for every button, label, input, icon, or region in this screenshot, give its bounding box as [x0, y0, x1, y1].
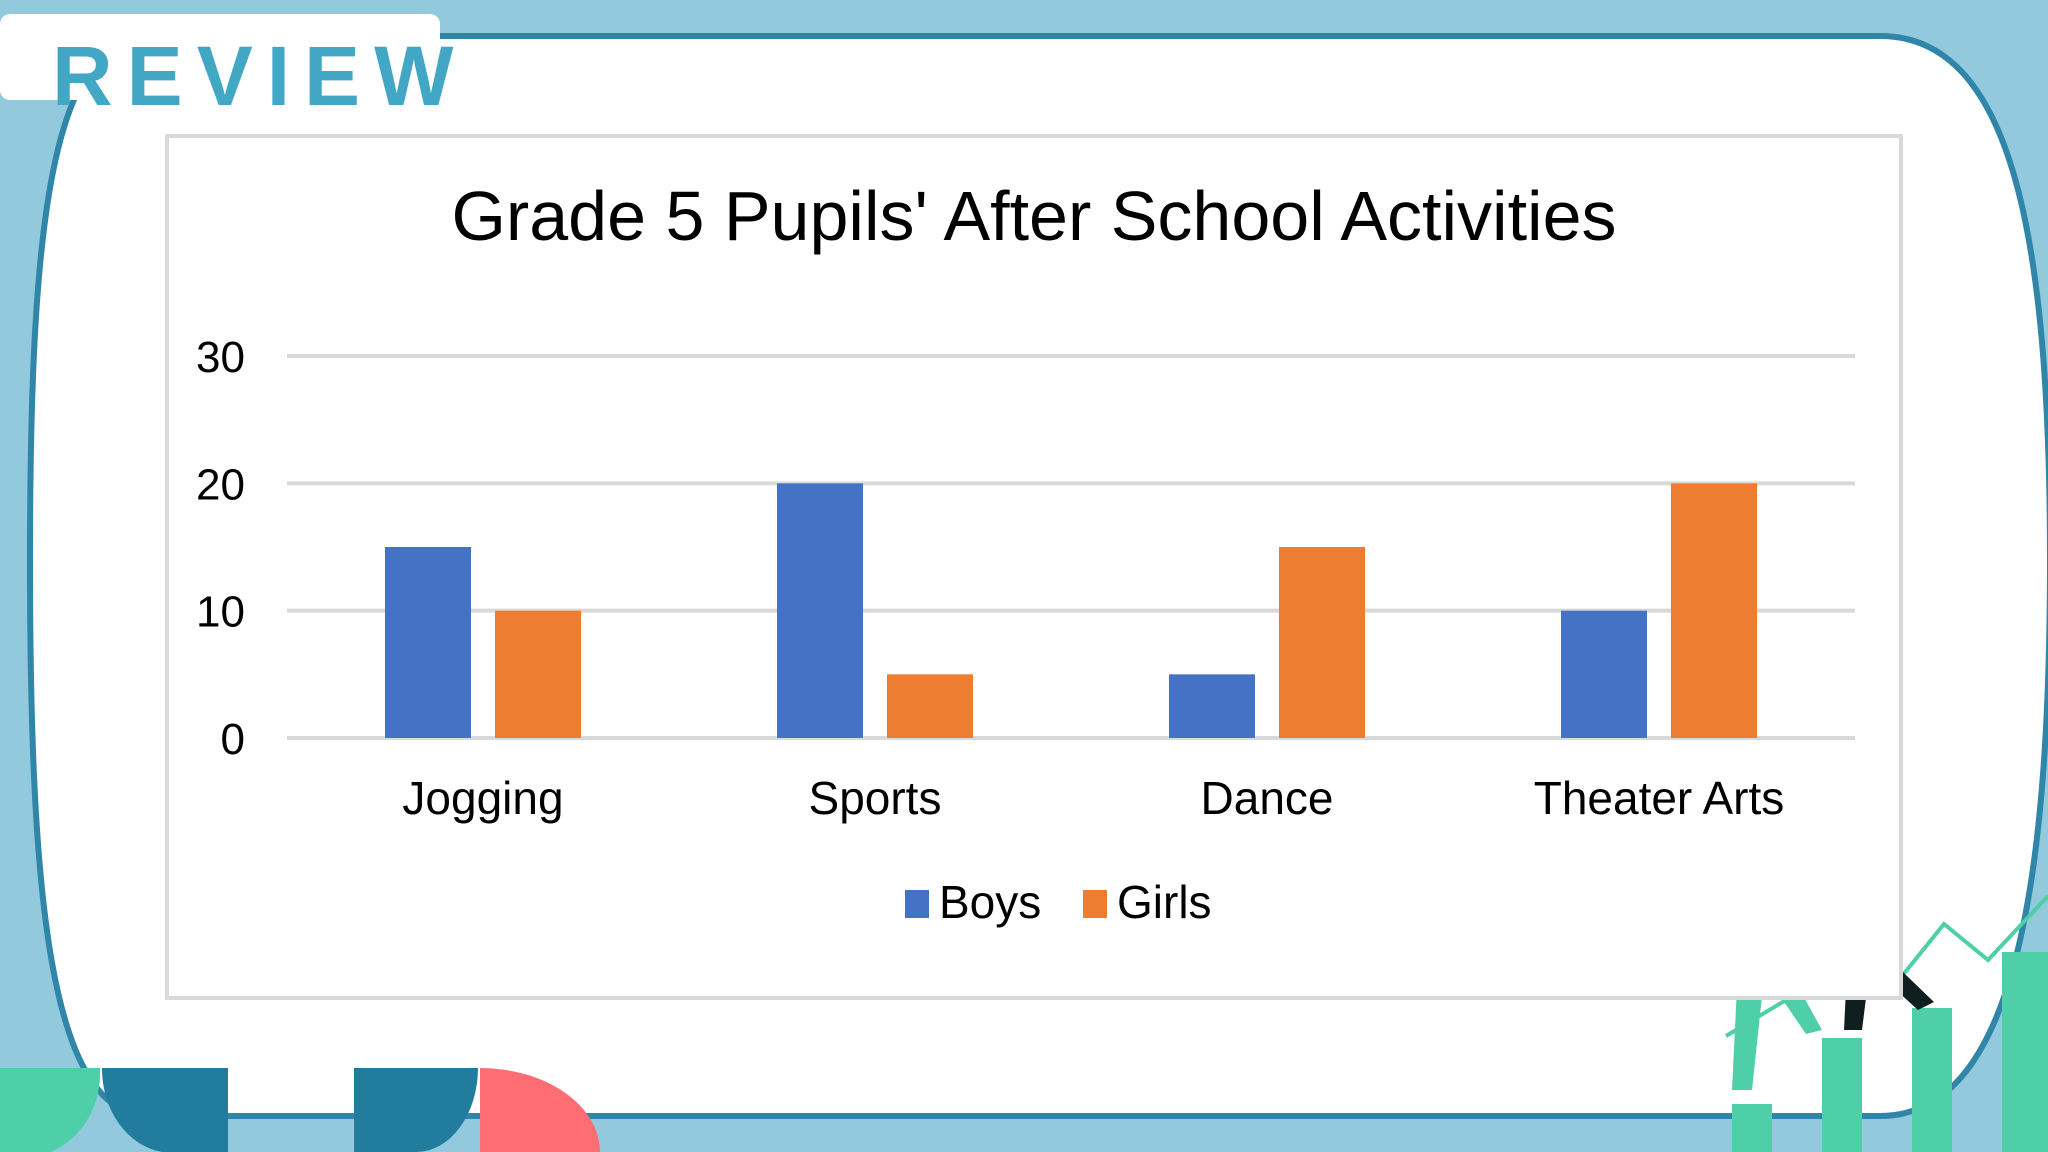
- step-bar-3: [1912, 1008, 1952, 1152]
- review-heading: REVIEW: [52, 29, 468, 123]
- bar-girls-jogging: [495, 610, 581, 738]
- x-category-label: Dance: [1201, 772, 1334, 824]
- chart-panel: Grade 5 Pupils' After School Activities …: [165, 134, 1903, 1000]
- y-tick-label: 30: [196, 333, 245, 382]
- y-axis-ticks: 0 10 20 30: [196, 333, 245, 764]
- legend-swatch-boys: [905, 890, 929, 918]
- blue-half-circle-right: [354, 1068, 478, 1152]
- legend-label-girls: Girls: [1117, 876, 1212, 928]
- legend: Boys Girls: [905, 876, 1212, 928]
- bar-boys-jogging: [385, 547, 471, 738]
- decorative-shapes: [0, 1068, 600, 1152]
- legend-label-boys: Boys: [939, 876, 1041, 928]
- x-category-label: Sports: [809, 772, 942, 824]
- y-tick-label: 20: [196, 460, 245, 509]
- y-tick-label: 10: [196, 588, 245, 637]
- bar-chart: Grade 5 Pupils' After School Activities …: [196, 177, 1855, 928]
- step-bar-2: [1822, 1038, 1862, 1152]
- bar-girls-sports: [887, 674, 973, 738]
- bar-boys-dance: [1169, 674, 1255, 738]
- blue-half-circle-left: [101, 1068, 228, 1152]
- chart-title: Grade 5 Pupils' After School Activities: [451, 177, 1616, 255]
- bar-girls-dance: [1279, 547, 1365, 738]
- bar-boys-theater-arts: [1561, 610, 1647, 738]
- bar-boys-sports: [777, 483, 863, 738]
- bar-girls-theater-arts: [1671, 483, 1757, 738]
- x-category-label: Theater Arts: [1534, 772, 1785, 824]
- x-axis-labels: Jogging Sports Dance Theater Arts: [402, 772, 1784, 824]
- step-bar-4: [2002, 952, 2048, 1152]
- legend-swatch-girls: [1083, 890, 1107, 918]
- bars: [385, 483, 1757, 738]
- teal-half-circle: [0, 1068, 101, 1152]
- x-category-label: Jogging: [402, 772, 563, 824]
- step-bar-1: [1732, 1104, 1772, 1152]
- y-tick-label: 0: [221, 715, 245, 764]
- header-tab: [0, 14, 440, 100]
- coral-quarter-circle: [480, 1068, 600, 1152]
